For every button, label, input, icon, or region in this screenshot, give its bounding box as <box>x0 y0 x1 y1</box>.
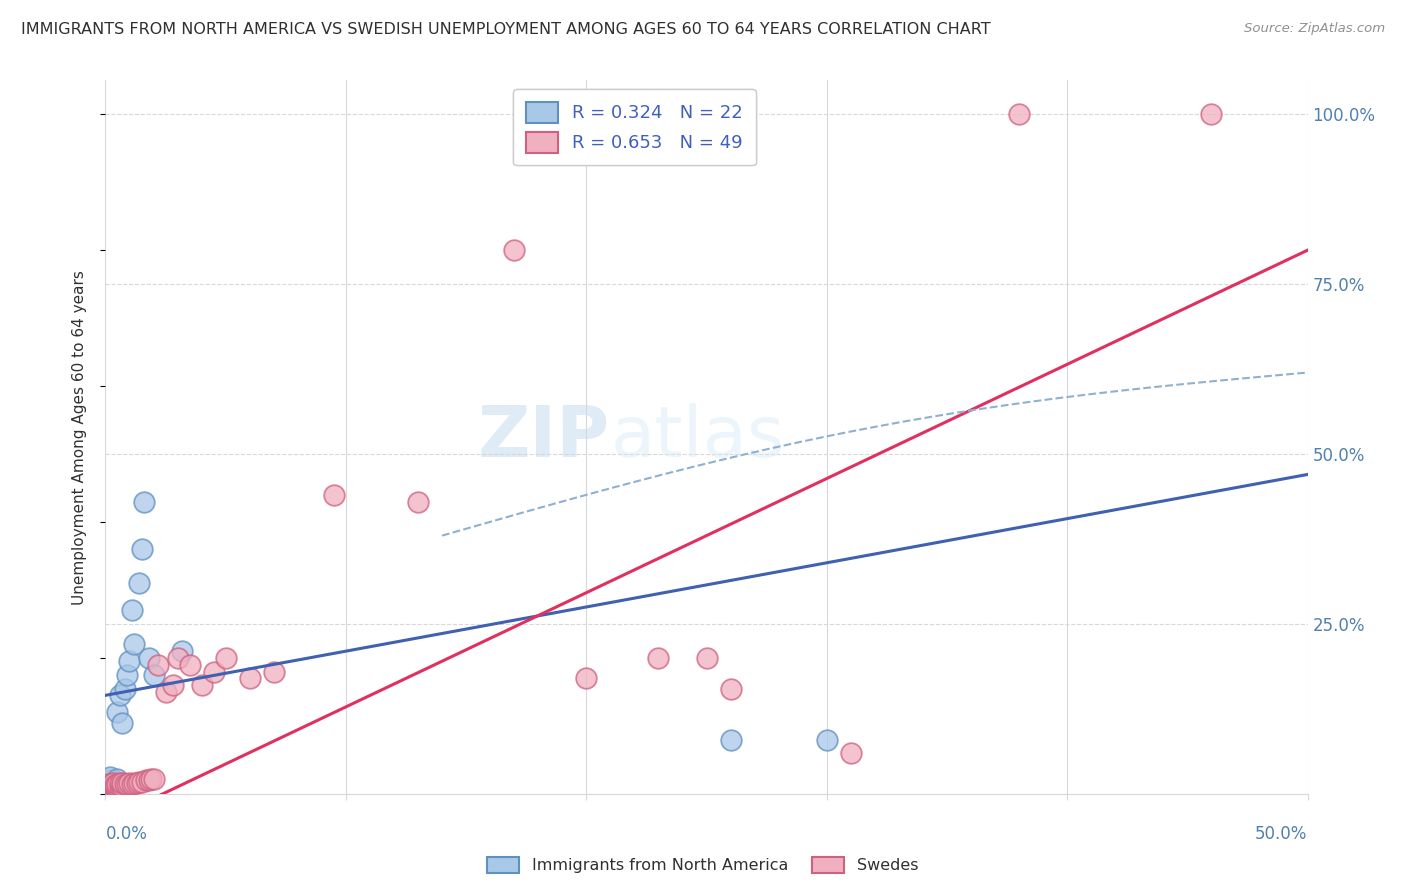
Point <box>239 671 262 685</box>
Point <box>98 779 121 793</box>
Point <box>202 665 225 679</box>
Point <box>108 776 131 790</box>
Point <box>97 777 120 791</box>
Point <box>115 777 138 791</box>
Legend: R = 0.324   N = 22, R = 0.653   N = 49: R = 0.324 N = 22, R = 0.653 N = 49 <box>513 89 756 165</box>
Text: ZIP: ZIP <box>478 402 610 472</box>
Y-axis label: Unemployment Among Ages 60 to 64 years: Unemployment Among Ages 60 to 64 years <box>72 269 87 605</box>
Point <box>118 654 141 668</box>
Point <box>101 776 124 790</box>
Point <box>97 780 120 794</box>
Point <box>108 689 131 703</box>
Point <box>114 777 136 791</box>
Point <box>138 651 160 665</box>
Text: 0.0%: 0.0% <box>105 825 148 843</box>
Point <box>139 772 162 786</box>
Point <box>179 657 201 672</box>
Point <box>111 776 134 790</box>
Point <box>190 678 212 692</box>
Point <box>263 665 285 679</box>
Point <box>162 678 184 692</box>
Point <box>97 777 120 791</box>
Point <box>696 651 718 665</box>
Point <box>124 637 146 651</box>
Point <box>98 777 121 791</box>
Point <box>155 685 177 699</box>
Point <box>135 773 157 788</box>
Point <box>121 777 143 791</box>
Point <box>107 779 129 793</box>
Point <box>128 576 150 591</box>
Point <box>214 651 236 665</box>
Point <box>98 770 121 784</box>
Point <box>142 772 165 786</box>
Point <box>815 732 838 747</box>
Point <box>575 671 598 685</box>
Point <box>107 777 129 791</box>
Point <box>98 780 121 794</box>
Text: atlas: atlas <box>610 402 785 472</box>
Point <box>142 668 165 682</box>
Point <box>121 603 143 617</box>
Point <box>132 494 155 508</box>
Point <box>148 657 170 672</box>
Point <box>128 774 150 789</box>
Point <box>131 774 153 789</box>
Point <box>101 779 124 793</box>
Point <box>104 780 127 794</box>
Text: Source: ZipAtlas.com: Source: ZipAtlas.com <box>1244 22 1385 36</box>
Text: 50.0%: 50.0% <box>1256 825 1308 843</box>
Point <box>98 773 121 788</box>
Point <box>839 746 862 760</box>
Point <box>720 732 742 747</box>
Point <box>503 243 526 257</box>
Point <box>1201 107 1223 121</box>
Point <box>125 776 148 790</box>
Point <box>172 644 194 658</box>
Point <box>406 494 429 508</box>
Point <box>131 542 153 557</box>
Point <box>97 779 120 793</box>
Point <box>647 651 669 665</box>
Point <box>118 776 141 790</box>
Point <box>138 773 160 788</box>
Point <box>124 776 146 790</box>
Point <box>115 668 138 682</box>
Point <box>111 779 134 793</box>
Point <box>101 776 124 790</box>
Point <box>101 777 124 791</box>
Legend: Immigrants from North America, Swedes: Immigrants from North America, Swedes <box>481 850 925 880</box>
Point <box>322 488 344 502</box>
Point <box>114 681 136 696</box>
Point <box>104 778 127 792</box>
Point <box>108 779 131 793</box>
Point <box>104 774 127 789</box>
Point <box>107 772 129 786</box>
Point <box>166 651 188 665</box>
Text: IMMIGRANTS FROM NORTH AMERICA VS SWEDISH UNEMPLOYMENT AMONG AGES 60 TO 64 YEARS : IMMIGRANTS FROM NORTH AMERICA VS SWEDISH… <box>21 22 991 37</box>
Point <box>111 715 134 730</box>
Point <box>1008 107 1031 121</box>
Point <box>720 681 742 696</box>
Point <box>107 706 129 720</box>
